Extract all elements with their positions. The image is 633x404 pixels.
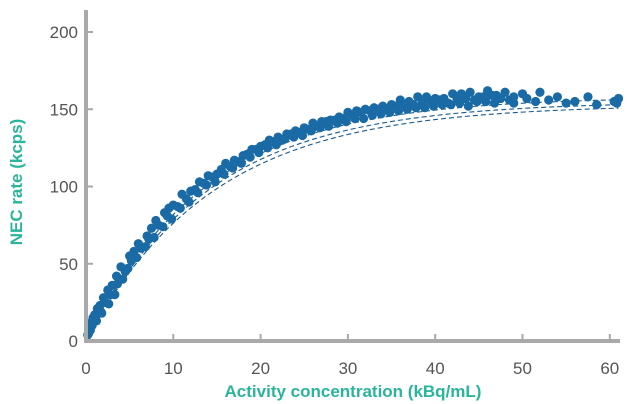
- data-point: [175, 203, 185, 213]
- data-point: [324, 121, 334, 131]
- data-point: [149, 232, 159, 243]
- data-point: [561, 98, 571, 108]
- data-point: [341, 117, 351, 127]
- data-point: [544, 95, 554, 105]
- data-point: [583, 92, 593, 102]
- data-point: [570, 96, 580, 107]
- data-point: [271, 140, 281, 150]
- y-ticks: 0 50 100 150 200: [50, 23, 93, 351]
- data-point: [236, 158, 246, 168]
- data-point: [446, 100, 456, 110]
- fit-line-2: [85, 104, 619, 342]
- y-tick-label: 150: [50, 100, 78, 119]
- data-point: [132, 252, 142, 263]
- data-point: [297, 130, 308, 141]
- data-point: [280, 134, 290, 144]
- data-point: [350, 113, 360, 124]
- data-point: [228, 163, 238, 173]
- data-point: [411, 103, 421, 113]
- data-point: [315, 123, 325, 133]
- data-point: [359, 113, 369, 124]
- data-point: [463, 101, 473, 111]
- y-axis-title: NEC rate (kcps): [7, 119, 26, 246]
- data-point: [123, 263, 133, 273]
- data-point: [210, 177, 220, 187]
- data-point: [376, 109, 386, 119]
- data-point: [437, 100, 447, 110]
- data-point: [146, 223, 157, 233]
- data-point: [489, 98, 500, 108]
- axes: [84, 10, 620, 343]
- fit-line-3: [85, 107, 619, 342]
- data-point: [104, 299, 114, 309]
- data-point: [166, 214, 177, 224]
- fit-line-1: [85, 99, 619, 342]
- fit-lines: [85, 99, 619, 342]
- data-point: [552, 92, 563, 102]
- data-point: [592, 100, 602, 110]
- data-point: [522, 93, 532, 104]
- data-point: [455, 98, 465, 108]
- x-tick-label: 50: [513, 359, 532, 378]
- data-point: [535, 87, 545, 97]
- data-point: [612, 98, 622, 108]
- data-point: [509, 98, 519, 108]
- x-tick-label: 40: [426, 359, 445, 378]
- data-point: [97, 308, 107, 318]
- data-point: [289, 132, 299, 142]
- x-tick-label: 10: [164, 359, 183, 378]
- data-points: [83, 86, 624, 340]
- data-point: [85, 325, 95, 335]
- data-point: [385, 107, 395, 117]
- data-point: [140, 242, 150, 252]
- y-tick-label: 100: [50, 178, 78, 197]
- x-tick-label: 60: [600, 359, 619, 378]
- data-point: [184, 197, 194, 207]
- data-point: [472, 96, 482, 107]
- x-tick-label: 30: [338, 359, 357, 378]
- x-tick-label: 20: [251, 359, 270, 378]
- y-tick-label: 50: [59, 255, 78, 274]
- data-point: [420, 103, 430, 113]
- x-ticks: 0 10 20 30 40 50 60: [81, 334, 619, 378]
- data-point: [332, 118, 343, 128]
- data-point: [487, 90, 497, 100]
- y-tick-label: 0: [69, 332, 78, 351]
- data-point: [367, 110, 377, 121]
- data-point: [393, 106, 404, 116]
- data-point: [402, 104, 412, 114]
- data-point: [262, 143, 273, 153]
- data-point: [193, 188, 203, 198]
- x-axis-title: Activity concentration (kBq/mL): [225, 382, 482, 401]
- y-tick-label: 200: [50, 23, 78, 42]
- data-point: [245, 152, 255, 162]
- data-point: [91, 316, 102, 326]
- x-tick-label: 0: [81, 359, 90, 378]
- data-point: [428, 101, 439, 111]
- data-point: [306, 126, 316, 136]
- data-point: [118, 274, 128, 284]
- data-point: [158, 222, 168, 232]
- data-point: [254, 147, 264, 158]
- data-point: [481, 96, 491, 107]
- data-point: [531, 96, 541, 107]
- data-point: [219, 169, 229, 179]
- data-point: [110, 290, 120, 300]
- data-point: [201, 180, 212, 190]
